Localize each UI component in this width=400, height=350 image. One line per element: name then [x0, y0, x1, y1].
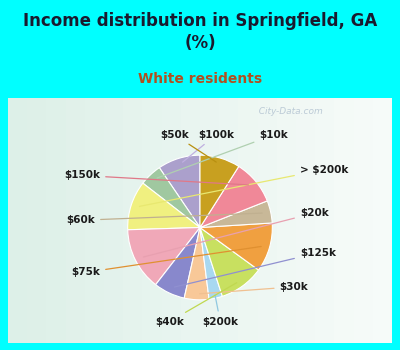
- Wedge shape: [200, 167, 267, 228]
- Text: $20k: $20k: [143, 208, 328, 257]
- Wedge shape: [200, 228, 258, 296]
- Text: White residents: White residents: [138, 72, 262, 86]
- Text: $125k: $125k: [174, 248, 336, 287]
- Wedge shape: [200, 201, 272, 228]
- Text: $150k: $150k: [64, 170, 248, 185]
- Text: $50k: $50k: [160, 130, 216, 162]
- Text: $10k: $10k: [157, 130, 288, 178]
- Wedge shape: [159, 155, 200, 228]
- Text: $60k: $60k: [66, 213, 262, 225]
- Wedge shape: [143, 168, 200, 228]
- Wedge shape: [156, 228, 200, 298]
- Text: $30k: $30k: [200, 282, 308, 294]
- Text: $40k: $40k: [155, 283, 237, 327]
- Wedge shape: [184, 228, 209, 300]
- Text: $100k: $100k: [182, 130, 234, 162]
- Text: $75k: $75k: [71, 246, 261, 277]
- Wedge shape: [200, 228, 222, 299]
- Wedge shape: [200, 223, 272, 270]
- Wedge shape: [200, 155, 239, 228]
- Text: Income distribution in Springfield, GA
(%): Income distribution in Springfield, GA (…: [23, 12, 377, 52]
- Wedge shape: [128, 183, 200, 230]
- Text: > $200k: > $200k: [140, 164, 348, 206]
- Wedge shape: [128, 228, 200, 285]
- Text: $200k: $200k: [202, 295, 238, 327]
- Text: City-Data.com: City-Data.com: [253, 107, 323, 117]
